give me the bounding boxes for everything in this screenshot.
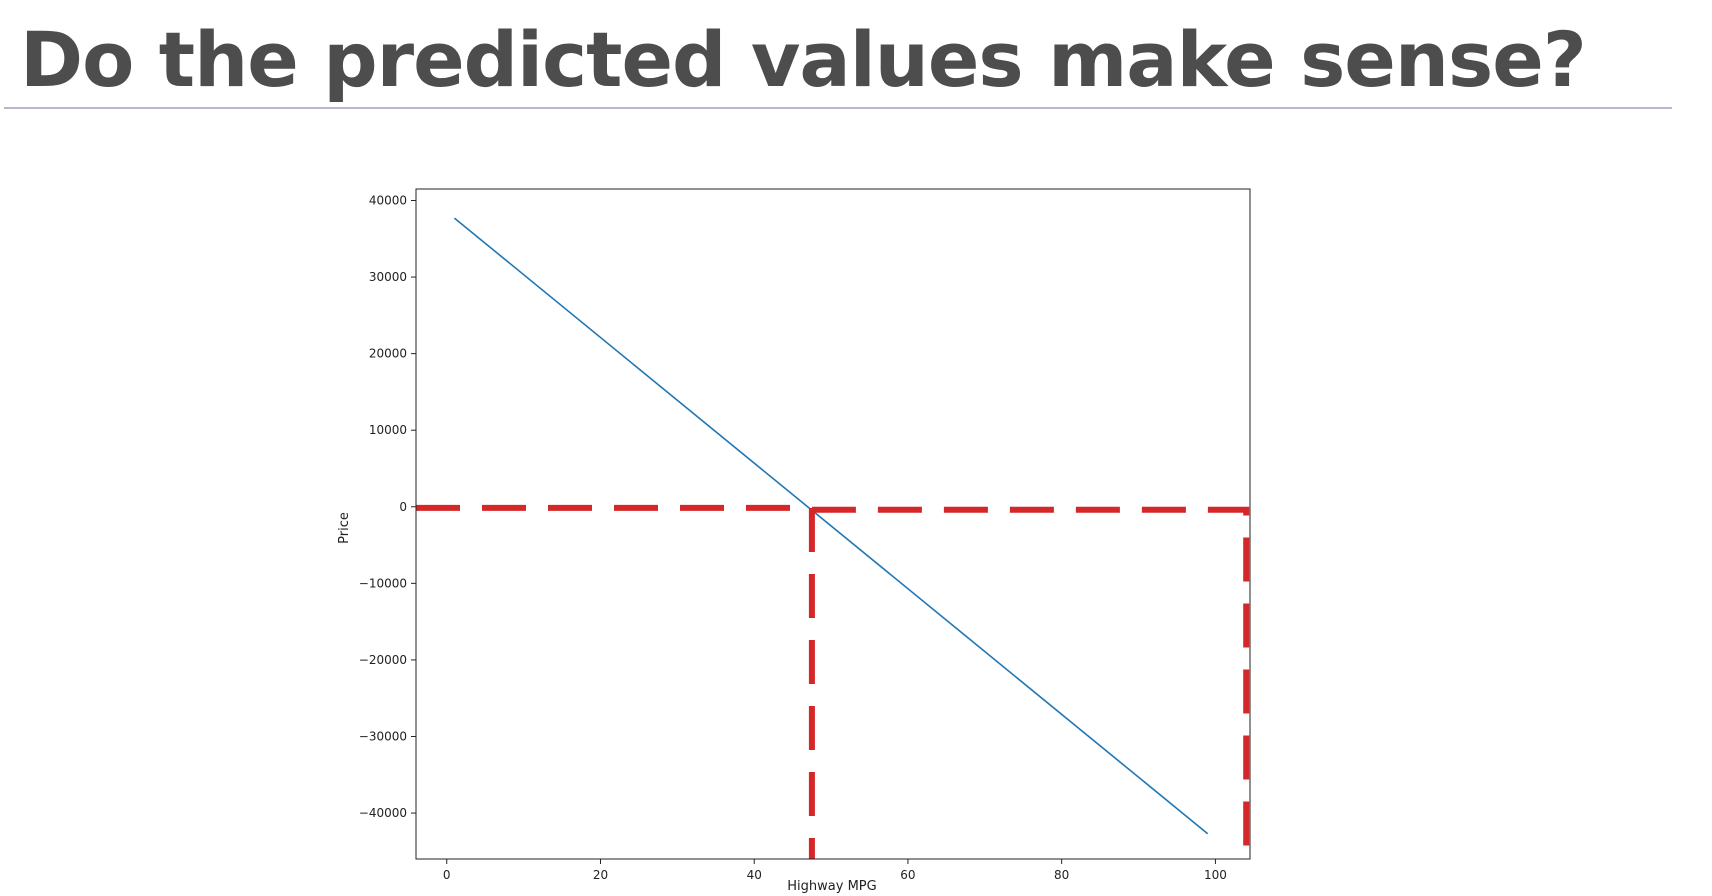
plot-frame [415, 188, 1251, 860]
y-tick-label: −10000 [359, 576, 407, 590]
x-tick-label: 60 [900, 868, 915, 882]
x-tick-label: 0 [443, 868, 451, 882]
y-tick-label: 40000 [369, 193, 407, 207]
x-axis-label: Highway MPG [787, 879, 876, 894]
annotation-layer [416, 504, 1250, 859]
y-axis-label: Price [337, 512, 352, 544]
frame-layer [415, 188, 1251, 860]
y-tick-label: −40000 [359, 806, 407, 820]
series-layer [453, 217, 1209, 835]
y-tick-label: 10000 [369, 423, 407, 437]
y-tick-label: −30000 [359, 729, 407, 743]
x-tick-label: 80 [1054, 868, 1069, 882]
y-tick-label: 20000 [369, 347, 407, 361]
red-dashed-guide [811, 506, 1250, 859]
x-tick-label: 40 [747, 868, 762, 882]
axis-ticks: 0 20 40 60 80 100 40000 30000 20000 10000 0 −10000 −… [359, 193, 1227, 882]
slide-title: Do the predicted values make sense? [20, 15, 1587, 104]
x-tick-label: 20 [593, 868, 608, 882]
red-dashed-guide [416, 504, 815, 859]
y-tick-label: 30000 [369, 270, 407, 284]
y-tick-label: 0 [399, 500, 407, 514]
title-divider [4, 107, 1672, 109]
series-line [453, 217, 1209, 835]
x-tick-label: 100 [1204, 868, 1227, 882]
y-tick-label: −20000 [359, 653, 407, 667]
